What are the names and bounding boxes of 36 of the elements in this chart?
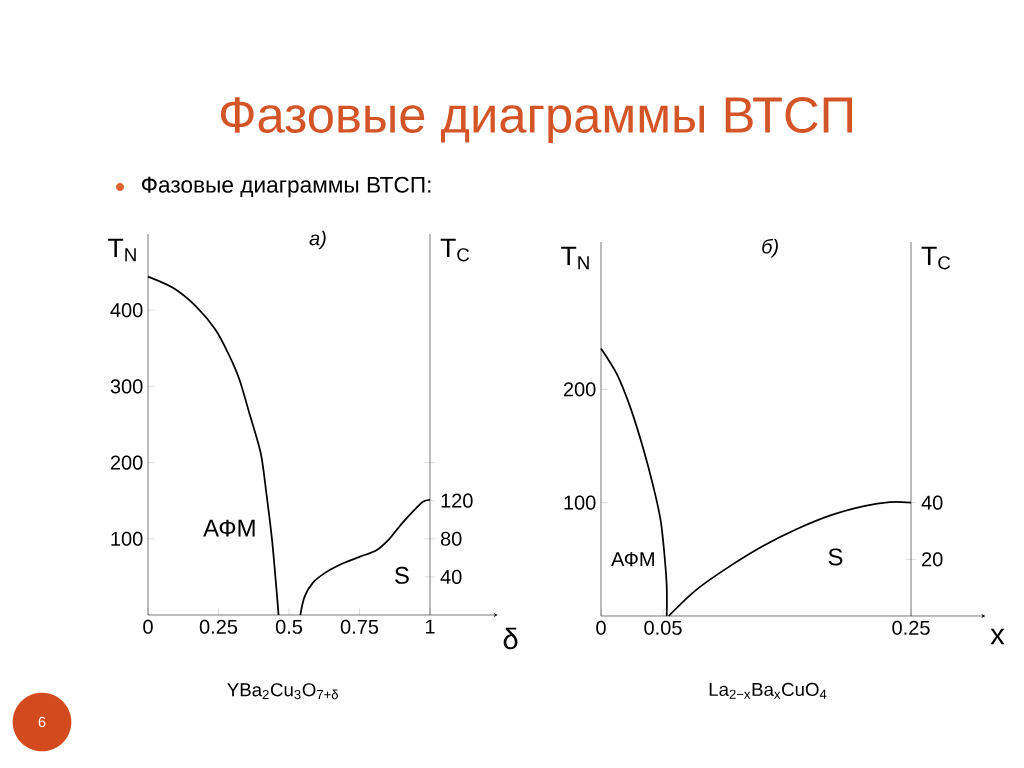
- y2-tick-label: 20: [922, 552, 943, 567]
- y-axis-title: T$_{N}$: [561, 246, 589, 270]
- text: Фазовые диаграммы ВТСП: [220, 97, 852, 143]
- x-tick-label: 0: [143, 619, 153, 634]
- text: 6: [38, 716, 46, 728]
- x-tick-label: 0.25: [892, 620, 930, 635]
- y2-tick-label: 40: [921, 495, 943, 510]
- y2-tick-label: 80: [440, 531, 462, 546]
- annotation: АФМ: [611, 552, 654, 567]
- y-tick-label: 400: [110, 303, 143, 318]
- x-tick-label: 0.5: [275, 619, 303, 634]
- y2-axis-title: T$_{C}$: [921, 246, 951, 270]
- text: La$_{2−x}$Ba$_{x}$CuO$_{4}$: [709, 682, 827, 699]
- x-tick-label: 0.25: [199, 619, 238, 634]
- x-tick-label: 0: [596, 620, 606, 635]
- y-tick-label: 100: [564, 495, 596, 510]
- x-tick-label: 0.05: [644, 620, 682, 635]
- x-tick-label: 0.75: [340, 619, 379, 634]
- annotation: АФМ: [203, 519, 255, 537]
- chart-title: а): [309, 230, 326, 250]
- chart-title: б): [762, 238, 778, 258]
- annotation: S: [394, 566, 409, 584]
- x-axis-title: δ: [503, 627, 518, 650]
- y-tick-label: 300: [110, 379, 143, 394]
- x-axis-title: x: [990, 628, 1005, 645]
- y2-axis-title: T$_{C}$: [440, 238, 470, 262]
- annotation: S: [828, 548, 843, 566]
- y2-tick-label: 120: [441, 493, 473, 508]
- y-tick-label: 100: [111, 531, 143, 546]
- text: Фазовые диаграммы ВТСП:: [142, 176, 431, 198]
- y-axis-title: T$_{N}$: [108, 238, 136, 262]
- y-tick-label: 200: [110, 455, 143, 470]
- y-tick-label: 200: [563, 382, 596, 397]
- y2-tick-label: 40: [440, 569, 462, 584]
- text: YBa$_{2}$Cu$_{3}$O$_{7+δ}$: [227, 683, 338, 700]
- x-tick-label: 1: [425, 619, 435, 634]
